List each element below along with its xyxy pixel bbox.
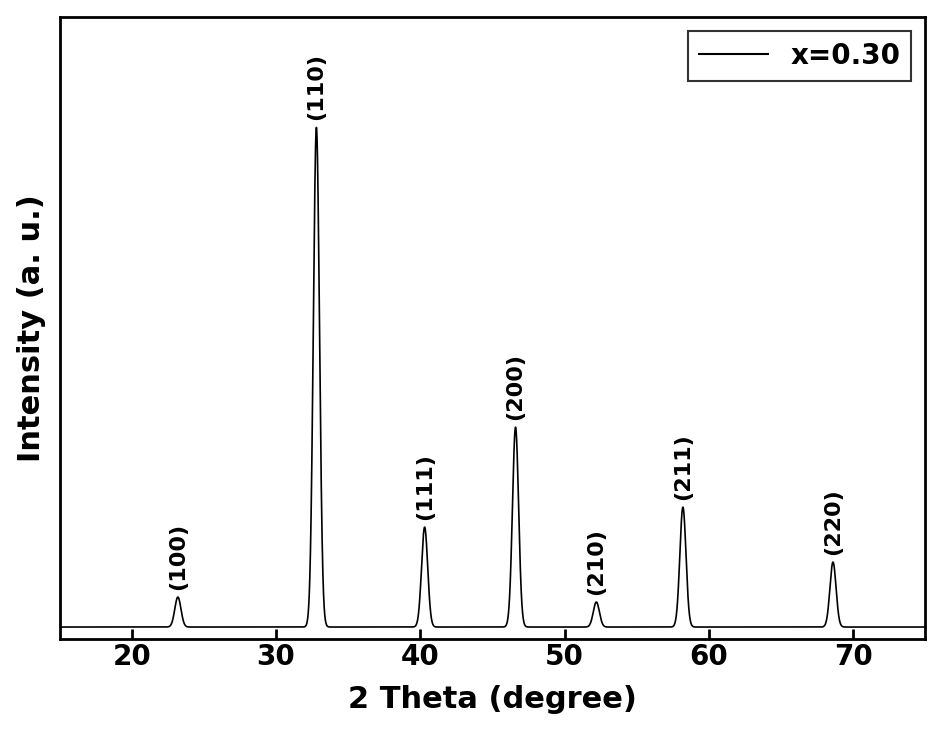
Text: (220): (220) [823, 488, 843, 555]
X-axis label: 2 Theta (degree): 2 Theta (degree) [348, 686, 637, 714]
Text: (200): (200) [506, 352, 526, 420]
Y-axis label: Intensity (a. u.): Intensity (a. u.) [17, 194, 45, 461]
Text: (210): (210) [586, 528, 607, 594]
Text: (111): (111) [414, 452, 434, 520]
Legend: x=0.30: x=0.30 [688, 31, 912, 81]
Text: (100): (100) [168, 523, 187, 589]
Text: (110): (110) [306, 53, 326, 120]
Text: (211): (211) [673, 433, 693, 499]
